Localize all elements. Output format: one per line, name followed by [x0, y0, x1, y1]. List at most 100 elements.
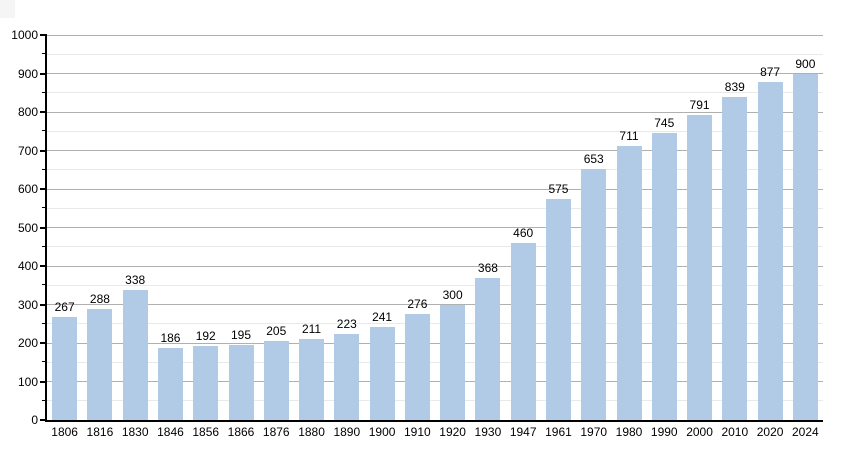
y-axis-tick: [42, 168, 47, 170]
y-axis-tick: [40, 34, 47, 36]
bar-value-label: 653: [583, 151, 604, 166]
y-axis-label: 700: [17, 143, 38, 158]
bar-value-label: 460: [513, 225, 534, 240]
y-axis-line: [45, 35, 47, 422]
y-axis-tick: [40, 380, 47, 383]
x-axis-label: 1866: [227, 425, 255, 439]
y-axis-tick: [42, 53, 47, 55]
bar-value-label: 195: [230, 327, 252, 342]
bar-value-label: 900: [795, 56, 816, 71]
y-axis-tick: [42, 245, 47, 247]
x-axis-label: 2000: [686, 425, 713, 439]
gridline-major: [47, 265, 823, 267]
y-axis-tick: [42, 399, 47, 401]
x-axis-label: 2010: [721, 425, 749, 439]
y-axis-tick: [40, 149, 47, 152]
y-axis-tick: [40, 226, 47, 229]
y-axis-label: 600: [17, 182, 38, 196]
y-axis-tick: [40, 303, 47, 306]
y-axis-label: 300: [17, 297, 38, 312]
y-axis-tick: [42, 130, 47, 132]
gridline-minor: [47, 92, 823, 94]
y-axis-tick: [40, 419, 47, 421]
bar-value-label: 338: [125, 272, 146, 287]
gridline-minor: [47, 284, 823, 286]
bar-1856: [193, 346, 219, 420]
bar-1806: [52, 317, 78, 420]
gridline-major: [47, 73, 823, 74]
gridline-major: [47, 34, 823, 36]
y-axis-tick: [40, 72, 47, 75]
x-axis-label: 1830: [121, 425, 149, 439]
x-axis-label: 1856: [192, 425, 220, 439]
y-axis-tick: [42, 284, 47, 286]
bar-1876: [263, 341, 289, 420]
bar-value-label: 300: [442, 287, 463, 302]
gridline-major: [47, 342, 823, 344]
bar-2020: [757, 82, 783, 420]
y-axis-tick: [42, 91, 47, 93]
bar-value-label: 205: [266, 324, 287, 339]
bar-value-label: 267: [54, 300, 75, 315]
x-axis-label: 1846: [157, 425, 184, 439]
x-axis-label: 2020: [756, 425, 784, 439]
bar-2024: [792, 73, 818, 420]
gridline-minor: [47, 169, 823, 171]
bar-1866: [228, 344, 254, 420]
bar-value-label: 211: [301, 321, 322, 336]
bar-1961: [545, 198, 571, 420]
y-axis-tick: [40, 111, 47, 113]
bar-1846: [157, 348, 183, 420]
gridline-minor: [47, 130, 823, 132]
gridline-minor: [47, 400, 823, 402]
x-axis-label: 1990: [650, 425, 678, 439]
bar-1900: [369, 327, 395, 420]
bar-1830: [122, 289, 148, 420]
gridline-minor: [47, 323, 823, 325]
x-axis-label: 1806: [51, 425, 78, 439]
corner-artifact: [0, 0, 15, 18]
x-axis-label: 1876: [262, 425, 290, 439]
x-axis-label: 1920: [439, 425, 466, 439]
bar-1920: [440, 304, 466, 420]
y-axis-tick: [42, 207, 47, 209]
y-axis-tick: [40, 188, 47, 190]
y-axis-label: 900: [17, 66, 38, 81]
x-axis-label: 1961: [545, 425, 572, 439]
y-axis-tick: [42, 361, 47, 363]
bar-2000: [687, 115, 713, 420]
x-axis-label: 1930: [474, 425, 502, 439]
bar-value-label: 276: [407, 296, 428, 311]
x-axis-label: 1890: [333, 425, 361, 439]
x-axis-label: 1947: [509, 425, 537, 439]
bar-value-label: 711: [619, 129, 639, 144]
bar-value-label: 186: [160, 331, 181, 346]
bar-1880: [299, 338, 325, 420]
y-axis-label: 0: [31, 413, 38, 427]
bar-1930: [475, 278, 501, 420]
gridline-major: [47, 227, 823, 228]
gridline-major: [47, 381, 823, 382]
x-axis-label: 1880: [298, 425, 325, 439]
gridline-minor: [47, 246, 823, 248]
x-axis-label: 1816: [86, 425, 114, 439]
y-axis-label: 500: [17, 220, 38, 235]
gridline-minor: [47, 53, 823, 55]
bar-value-label: 575: [548, 181, 569, 196]
bar-1990: [651, 133, 677, 420]
gridline-major: [47, 188, 823, 190]
bar-1890: [334, 334, 360, 420]
gridline-major: [47, 111, 823, 113]
y-axis-label: 1000: [11, 28, 38, 42]
bar-value-label: 241: [372, 310, 393, 325]
y-axis-tick: [42, 322, 47, 324]
bar-value-label: 745: [654, 116, 675, 131]
x-axis-label: 1980: [615, 425, 643, 439]
y-axis-tick: [40, 342, 47, 344]
y-axis-label: 100: [17, 374, 38, 389]
y-axis-label: 800: [17, 105, 38, 119]
bar-value-label: 877: [760, 65, 781, 80]
x-axis-line: [45, 420, 823, 422]
bar-1910: [404, 313, 430, 420]
